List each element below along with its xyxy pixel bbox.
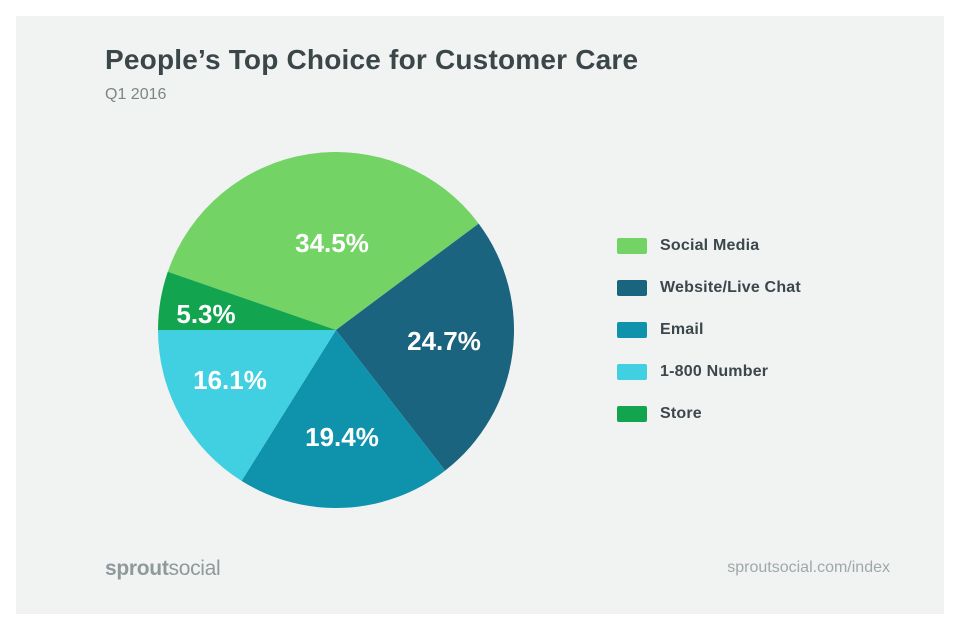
pie-slice-social-media — [167, 152, 479, 330]
sprout-social-logo: sproutsocial — [105, 557, 221, 581]
logo-text-sprout: sprout — [105, 557, 169, 580]
legend-label-social-media: Social Media — [660, 237, 760, 254]
legend: Social Media Website/Live Chat Email 1-800 … — [617, 225, 801, 435]
pie-slice-email — [241, 330, 446, 508]
legend-item-store: Store — [617, 393, 801, 435]
legend-swatch-social-media — [617, 238, 647, 254]
pie-chart: 34.5% 24.7% 19.4% 16.1% 5.3% — [158, 152, 514, 508]
pie-slice-store — [158, 271, 336, 330]
pie-slice-website-live-chat — [336, 223, 514, 471]
pie-slice-value-1-800-number: 16.1% — [193, 365, 267, 395]
logo-text-social: social — [168, 557, 221, 580]
legend-label-website-live-chat: Website/Live Chat — [660, 279, 801, 296]
legend-swatch-website-live-chat — [617, 280, 647, 296]
pie-slice-value-store: 5.3% — [176, 299, 235, 329]
legend-swatch-store — [617, 406, 647, 422]
chart-card: People’s Top Choice for Customer Care Q1… — [16, 16, 944, 614]
pie-slice-value-email: 19.4% — [305, 422, 379, 452]
legend-swatch-1-800-number — [617, 364, 647, 380]
pie-slice-value-website-live-chat: 24.7% — [407, 326, 481, 356]
legend-swatch-email — [617, 322, 647, 338]
pie-slice-1-800-number — [158, 330, 336, 481]
legend-label-1-800-number: 1-800 Number — [660, 363, 769, 380]
legend-item-social-media: Social Media — [617, 225, 801, 267]
footer-url: sproutsocial.com/index — [727, 559, 890, 576]
pie-slice-value-social-media: 34.5% — [295, 228, 369, 258]
page-title: People’s Top Choice for Customer Care — [105, 44, 639, 75]
legend-item-1-800-number: 1-800 Number — [617, 351, 801, 393]
legend-label-store: Store — [660, 405, 702, 422]
legend-item-email: Email — [617, 309, 801, 351]
legend-item-website-live-chat: Website/Live Chat — [617, 267, 801, 309]
page-subtitle: Q1 2016 — [105, 86, 167, 103]
legend-label-email: Email — [660, 321, 704, 338]
